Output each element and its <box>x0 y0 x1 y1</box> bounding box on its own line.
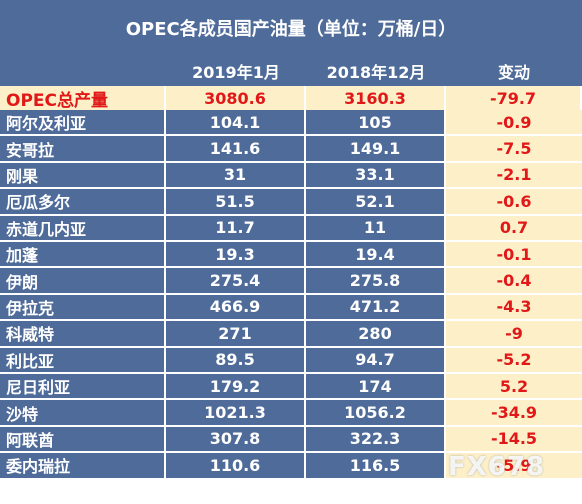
country-name: 加蓬 <box>0 242 166 269</box>
table-row: 安哥拉 141.6 149.1 -7.5 <box>0 136 582 163</box>
country-name: 科威特 <box>0 321 166 348</box>
value-dec2018: 322.3 <box>306 426 446 454</box>
country-name: 伊拉克 <box>0 294 166 322</box>
value-jan2019: 307.8 <box>166 426 306 454</box>
value-change: 5.2 <box>446 374 582 401</box>
value-change: -0.9 <box>446 110 582 137</box>
value-jan2019: 11.7 <box>166 215 306 242</box>
total-row: OPEC总产量 3080.6 3160.3 -79.7 <box>0 86 582 111</box>
value-change: -5.2 <box>446 347 582 374</box>
total-jan2019: 3080.6 <box>166 86 306 110</box>
value-dec2018: 1056.2 <box>306 400 446 427</box>
value-jan2019: 19.3 <box>166 242 306 269</box>
value-dec2018: 116.5 <box>306 453 446 480</box>
country-name: 阿联酋 <box>0 426 166 454</box>
value-change: -2.1 <box>446 162 582 190</box>
country-name: 赤道几内亚 <box>0 215 166 242</box>
country-name: 厄瓜多尔 <box>0 189 166 216</box>
value-change: -34.9 <box>446 400 582 427</box>
table-row: 厄瓜多尔 51.5 52.1 -0.6 <box>0 189 582 216</box>
total-name: OPEC总产量 <box>0 86 166 111</box>
value-dec2018: 11 <box>306 215 446 242</box>
value-jan2019: 1021.3 <box>166 400 306 427</box>
value-jan2019: 271 <box>166 321 306 348</box>
table-row: 赤道几内亚 11.7 11 0.7 <box>0 215 582 242</box>
value-jan2019: 31 <box>166 162 306 190</box>
table-row: 刚果 31 33.1 -2.1 <box>0 162 582 190</box>
value-dec2018: 149.1 <box>306 136 446 163</box>
country-name: 利比亚 <box>0 347 166 374</box>
table-row: 伊朗 275.4 275.8 -0.4 <box>0 268 582 295</box>
value-jan2019: 141.6 <box>166 136 306 163</box>
country-name: 尼日利亚 <box>0 374 166 401</box>
value-change: 0.7 <box>446 215 582 242</box>
value-jan2019: 51.5 <box>166 189 306 216</box>
header-name <box>0 56 166 86</box>
table-row: 阿尔及利亚 104.1 105 -0.9 <box>0 110 582 137</box>
value-dec2018: 471.2 <box>306 294 446 322</box>
country-name: 沙特 <box>0 400 166 427</box>
header-row: 2019年1月 2018年12月 变动 <box>0 56 582 86</box>
value-dec2018: 174 <box>306 374 446 401</box>
total-change: -79.7 <box>446 86 582 110</box>
value-jan2019: 89.5 <box>166 347 306 374</box>
header-change: 变动 <box>446 56 582 86</box>
country-name: 刚果 <box>0 162 166 190</box>
table-row: 加蓬 19.3 19.4 -0.1 <box>0 242 582 269</box>
value-change: -7.5 <box>446 136 582 163</box>
table-row: 伊拉克 466.9 471.2 -4.3 <box>0 294 582 322</box>
value-dec2018: 275.8 <box>306 268 446 295</box>
table-row: 委内瑞拉 110.6 116.5 -5.9 <box>0 453 582 480</box>
value-change: -4.3 <box>446 294 582 322</box>
table-title: OPEC各成员国产油量（单位：万桶/日） <box>0 0 582 56</box>
value-change: -14.5 <box>446 426 582 454</box>
table-row: 利比亚 89.5 94.7 -5.2 <box>0 347 582 374</box>
total-dec2018: 3160.3 <box>306 86 446 110</box>
value-jan2019: 104.1 <box>166 110 306 137</box>
country-name: 委内瑞拉 <box>0 453 166 480</box>
country-name: 安哥拉 <box>0 136 166 163</box>
value-jan2019: 466.9 <box>166 294 306 322</box>
table-row: 尼日利亚 179.2 174 5.2 <box>0 374 582 401</box>
value-dec2018: 33.1 <box>306 162 446 190</box>
value-change: -0.1 <box>446 242 582 269</box>
country-name: 阿尔及利亚 <box>0 110 166 137</box>
value-change: -0.4 <box>446 268 582 295</box>
header-dec2018: 2018年12月 <box>306 56 446 86</box>
table-row: 沙特 1021.3 1056.2 -34.9 <box>0 400 582 427</box>
header-jan2019: 2019年1月 <box>166 56 306 86</box>
value-dec2018: 94.7 <box>306 347 446 374</box>
value-jan2019: 110.6 <box>166 453 306 480</box>
value-jan2019: 179.2 <box>166 374 306 401</box>
value-change: -9 <box>446 321 582 348</box>
value-dec2018: 19.4 <box>306 242 446 269</box>
country-name: 伊朗 <box>0 268 166 295</box>
table-row: 阿联酋 307.8 322.3 -14.5 <box>0 426 582 454</box>
value-jan2019: 275.4 <box>166 268 306 295</box>
value-dec2018: 105 <box>306 110 446 137</box>
watermark: FX678 <box>448 452 546 482</box>
value-change: -0.6 <box>446 189 582 216</box>
value-dec2018: 280 <box>306 321 446 348</box>
value-dec2018: 52.1 <box>306 189 446 216</box>
table-row: 科威特 271 280 -9 <box>0 321 582 348</box>
value-change: -5.9 <box>446 453 582 480</box>
